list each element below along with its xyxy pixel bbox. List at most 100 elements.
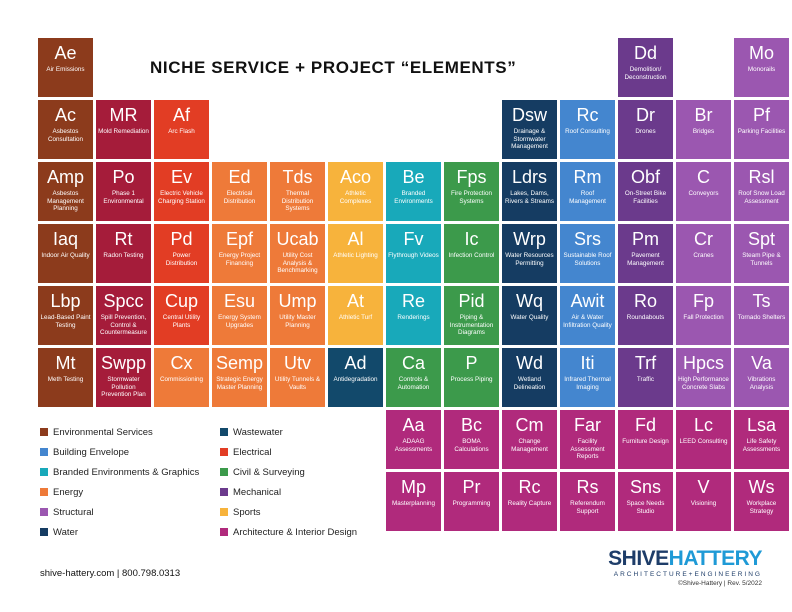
element-symbol: Af: [172, 105, 190, 125]
element-name: Traffic: [636, 376, 655, 383]
element-name: High Performance Concrete Slabs: [678, 376, 729, 391]
element-symbol: Lsa: [746, 415, 777, 435]
legend-swatch: [40, 448, 48, 456]
element-name: Asbestos Management Planning: [47, 190, 84, 213]
element-tile: Tds Thermal Distribution Systems: [270, 162, 325, 221]
element-name: Arc Flash: [168, 128, 195, 135]
legend-swatch: [220, 488, 228, 496]
element-name: Workplace Strategy: [746, 500, 777, 515]
element-tile: Mp Masterplanning: [386, 472, 441, 531]
element-tile: Obf On-Street Bike Facilities: [618, 162, 673, 221]
element-symbol: Pf: [752, 105, 770, 125]
element-symbol: Ro: [633, 291, 657, 311]
element-tile: Lc LEED Consulting: [676, 410, 731, 469]
element-tile: Aco Athletic Complexes: [328, 162, 383, 221]
element-name: Referendum Support: [570, 500, 605, 515]
logo-word-left: SHIVE: [608, 547, 669, 570]
element-tile: Lbp Lead-Based Paint Testing: [38, 286, 93, 345]
element-symbol: Ic: [464, 229, 479, 249]
element-name: Air Emissions: [46, 66, 85, 73]
legend-swatch: [40, 528, 48, 536]
element-name: Asbestos Consultation: [47, 128, 83, 143]
element-symbol: Far: [574, 415, 601, 435]
element-name: Bridges: [692, 128, 715, 135]
legend-item: Water: [40, 527, 78, 539]
element-name: Infection Control: [448, 252, 495, 259]
legend-label: Mechanical: [233, 487, 282, 498]
element-tile: Ca Controls & Automation: [386, 348, 441, 407]
element-name: Fall Protection: [683, 314, 724, 321]
element-symbol: Esu: [223, 291, 256, 311]
element-name: Parking Facilities: [737, 128, 786, 135]
element-tile: Dd Demolition/ Deconstruction: [618, 38, 673, 97]
element-name: Pavement Management: [627, 252, 664, 267]
element-name: Stormwater Pollution Prevention Plan: [101, 376, 146, 399]
legend-swatch: [220, 528, 228, 536]
element-name: Facility Assessment Reports: [570, 438, 605, 461]
element-symbol: Trf: [634, 353, 657, 373]
element-symbol: Fp: [692, 291, 714, 311]
legend-swatch: [220, 468, 228, 476]
element-tile: Mo Monorails: [734, 38, 789, 97]
element-name: Space Needs Studio: [626, 500, 665, 515]
element-tile: Cup Central Utility Plants: [154, 286, 209, 345]
element-tile: Rsl Roof Snow Load Assessment: [734, 162, 789, 221]
element-name: Infrared Thermal Imaging: [564, 376, 611, 391]
logo-word-right: HATTERY: [668, 547, 763, 570]
element-symbol: MR: [109, 105, 138, 125]
element-tile: Spt Steam Pipe & Tunnels: [734, 224, 789, 283]
legend-swatch: [220, 428, 228, 436]
element-symbol: Bc: [460, 415, 482, 435]
element-symbol: Pid: [458, 291, 485, 311]
element-tile: Ac Asbestos Consultation: [38, 100, 93, 159]
element-symbol: Lbp: [50, 291, 81, 311]
element-symbol: P: [465, 353, 478, 373]
legend-swatch: [40, 428, 48, 436]
element-symbol: Dr: [636, 105, 655, 125]
element-symbol: Amp: [46, 167, 84, 187]
element-name: Electric Vehicle Charging Station: [158, 190, 205, 205]
element-name: Athletic Lighting: [333, 252, 378, 259]
legend-item: Sports: [220, 507, 260, 519]
element-name: Antidegradation: [333, 376, 378, 383]
element-tile: Bc BOMA Calculations: [444, 410, 499, 469]
element-name: Conveyors: [688, 190, 719, 197]
legend-label: Civil & Surveying: [233, 467, 305, 478]
element-symbol: Iaq: [52, 229, 79, 249]
element-symbol: Ts: [752, 291, 771, 311]
legend-swatch: [40, 508, 48, 516]
element-name: Visioning: [690, 500, 717, 507]
element-name: Utility Master Planning: [279, 314, 316, 329]
logo-tagline: ARCHITECTURE+ENGINEERING: [613, 571, 762, 578]
element-name: Steam Pipe & Tunnels: [742, 252, 781, 267]
element-name: Electrical Distribution: [223, 190, 256, 205]
element-symbol: Semp: [215, 353, 264, 373]
element-tile: Lsa Life Safety Assessments: [734, 410, 789, 469]
element-symbol: Ws: [748, 477, 775, 497]
element-tile: Ad Antidegradation: [328, 348, 383, 407]
element-symbol: Iti: [580, 353, 595, 373]
element-name: Masterplanning: [391, 500, 436, 507]
element-tile: Epf Energy Project Financing: [212, 224, 267, 283]
element-symbol: Fd: [634, 415, 656, 435]
element-symbol: Be: [402, 167, 425, 187]
element-symbol: Epf: [225, 229, 254, 249]
element-name: BOMA Calculations: [454, 438, 489, 453]
element-tile: Far Facility Assessment Reports: [560, 410, 615, 469]
element-tile: Utv Utility Tunnels & Vaults: [270, 348, 325, 407]
element-tile: Ump Utility Master Planning: [270, 286, 325, 345]
element-name: Wetland Delineation: [513, 376, 546, 391]
element-symbol: Awit: [570, 291, 605, 311]
element-symbol: Fps: [456, 167, 487, 187]
element-tile: Rt Radon Testing: [96, 224, 151, 283]
element-symbol: Po: [112, 167, 135, 187]
element-symbol: Ad: [344, 353, 367, 373]
revision-note: ©Shive-Hattery | Rev. 5/2022: [677, 580, 762, 587]
element-name: Lead-Based Paint Testing: [40, 314, 91, 329]
element-name: Monorails: [747, 66, 776, 73]
element-name: Programming: [452, 500, 491, 507]
element-symbol: Swpp: [100, 353, 147, 373]
element-tile: Srs Sustainable Roof Solutions: [560, 224, 615, 283]
element-symbol: Dsw: [512, 105, 547, 125]
element-tile: Swpp Stormwater Pollution Prevention Plan: [96, 348, 151, 407]
